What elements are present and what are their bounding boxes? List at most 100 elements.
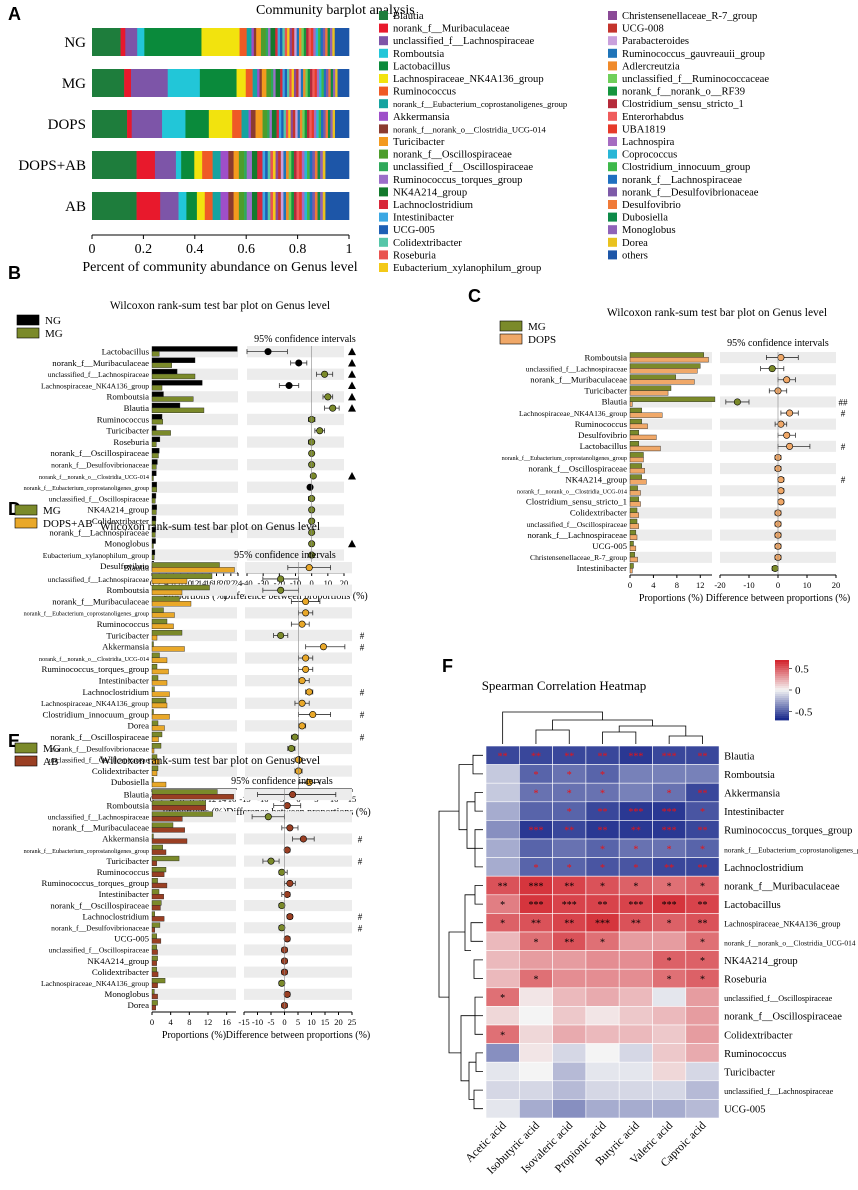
panel-a-legend-swatch [379,137,388,146]
panel-b-row-band [247,504,344,516]
panel-e-row-band [244,944,352,956]
panel-c-bar [629,512,639,518]
panel-a-segment [290,110,294,138]
panel-a-segment [275,69,281,97]
panel-f-heat-cell [652,1024,687,1044]
panel-e-diff-point [286,913,294,921]
panel-b-prop-tick-label: 16 [205,578,214,588]
panel-d-bar [151,748,155,754]
panel-b-taxon-label: Turicibacter [106,426,149,436]
panel-c-row-band [630,396,712,408]
panel-e-bar [151,1000,158,1006]
panel-f-legend-tick-label: 0.5 [795,664,809,676]
panel-f-significance-stars: ** [564,937,574,948]
panel-a-legend-label: norank_f__Desulfovibrionaceae [622,187,759,198]
panel-a-segment [301,151,305,179]
panel-d-bar [151,675,159,681]
panel-d-taxon-label: Colidextribacter [92,766,149,776]
panel-b-prop-tick-label: 20 [219,578,228,588]
panel-e-row-band [152,944,236,956]
panel-a-segment [268,28,271,56]
panel-a-segment [196,192,206,220]
panel-d-diff-point [302,609,310,617]
panel-a-segment [313,28,316,56]
panel-a-segment [309,69,313,97]
panel-a-segment [317,192,321,220]
panel-f-heat-cell [652,1043,687,1063]
panel-d-diff-point [302,598,310,606]
panel-e-significance-marker: # [358,857,363,867]
panel-c-bar [629,385,672,391]
panel-a-tick-label: 1 [346,242,353,257]
panel-e-taxon-label: unclassified_f__Lachnospiraceae [48,813,150,822]
panel-f-significance-stars: ** [697,751,707,762]
panel-c-bar [629,430,639,436]
panel-b-row-band [247,481,344,493]
panel-a-segment [131,110,163,138]
panel-a-segment [181,151,195,179]
panel-a-segment [275,151,279,179]
panel-f-heat-cell [685,1024,720,1044]
panel-b-significance-marker [348,471,356,480]
panel-f-significance-stars: * [567,863,572,874]
panel-f-heat-cell [485,820,520,840]
panel-e-bar [151,855,180,862]
panel-e-legend-label: MG [43,743,61,755]
panel-d-legend-swatch [14,517,38,529]
panel-a-legend-swatch [608,99,617,109]
panel-e-bar [151,922,161,928]
panel-a-segment [212,151,221,179]
panel-d-bar [151,702,168,709]
panel-e-bar [151,955,158,962]
panel-b-bar [151,543,154,549]
panel-b-bar [151,402,181,409]
panel-f-column-dendrogram [668,735,703,744]
panel-e-taxon-label: Romboutsia [106,800,149,810]
panel-a-legend-swatch [608,250,617,260]
panel-d-taxon-label: norank_f__Desulfovibrionaceae [51,744,149,753]
panel-c-bar [629,357,709,363]
panel-f-heat-cell [618,764,653,784]
panel-b-bar [151,448,160,454]
panel-a-segment [272,192,276,220]
panel-f-heat-cell [518,1080,553,1100]
panel-a-segment [286,151,289,179]
panel-b-prop-tick-label: 22 [227,578,236,588]
panel-a-legend-swatch [379,225,388,235]
panel-f-row-dendrogram [464,894,475,951]
panel-a-segment [186,192,198,220]
panel-f-heat-cell [485,801,520,821]
panel-d-bar [151,777,154,783]
panel-b-bar [151,452,159,459]
panel-f-significance-stars: ** [697,900,707,911]
panel-d-bar [151,630,183,636]
panel-f-heat-cell [652,1080,687,1100]
panel-a-segment [314,151,318,179]
panel-f-heat-cell [518,1099,553,1119]
panel-c-diff-point [783,431,791,439]
panel-c-title: Wilcoxon rank-sum test bar plot on Genus… [607,307,827,319]
panel-a-tick-label: 0.2 [135,242,153,257]
panel-d-bar [151,770,158,776]
panel-a-segment [295,110,298,138]
panel-a-legend-label: Colidextribacter [393,238,462,249]
panel-a-segment [291,192,295,220]
panel-d-significance-marker: # [360,631,365,641]
panel-e-bar [151,822,174,828]
panel-d-row-band [152,765,237,777]
panel-f-legend-gradient [775,702,789,705]
panel-f-heat-cell [618,1043,653,1063]
panel-a-segment [278,110,282,138]
panel-e-prop-tick-label: 0 [150,1017,154,1027]
panel-d-diff-point [298,722,306,730]
panel-b-taxon-label: norank_f__norank_o__Clostridia_UCG-014 [39,474,149,481]
panel-a-segment [307,69,311,97]
panel-f-row-dendrogram [475,1052,483,1072]
panel-f-heat-cell [685,1080,720,1100]
panel-a-segment [301,192,305,220]
panel-c-prop-tick-label: 0 [628,580,632,590]
panel-d-bar [151,736,159,743]
panel-a-segment [312,192,316,220]
panel-f-heat-cell [485,968,520,989]
panel-e-bar [151,811,213,817]
